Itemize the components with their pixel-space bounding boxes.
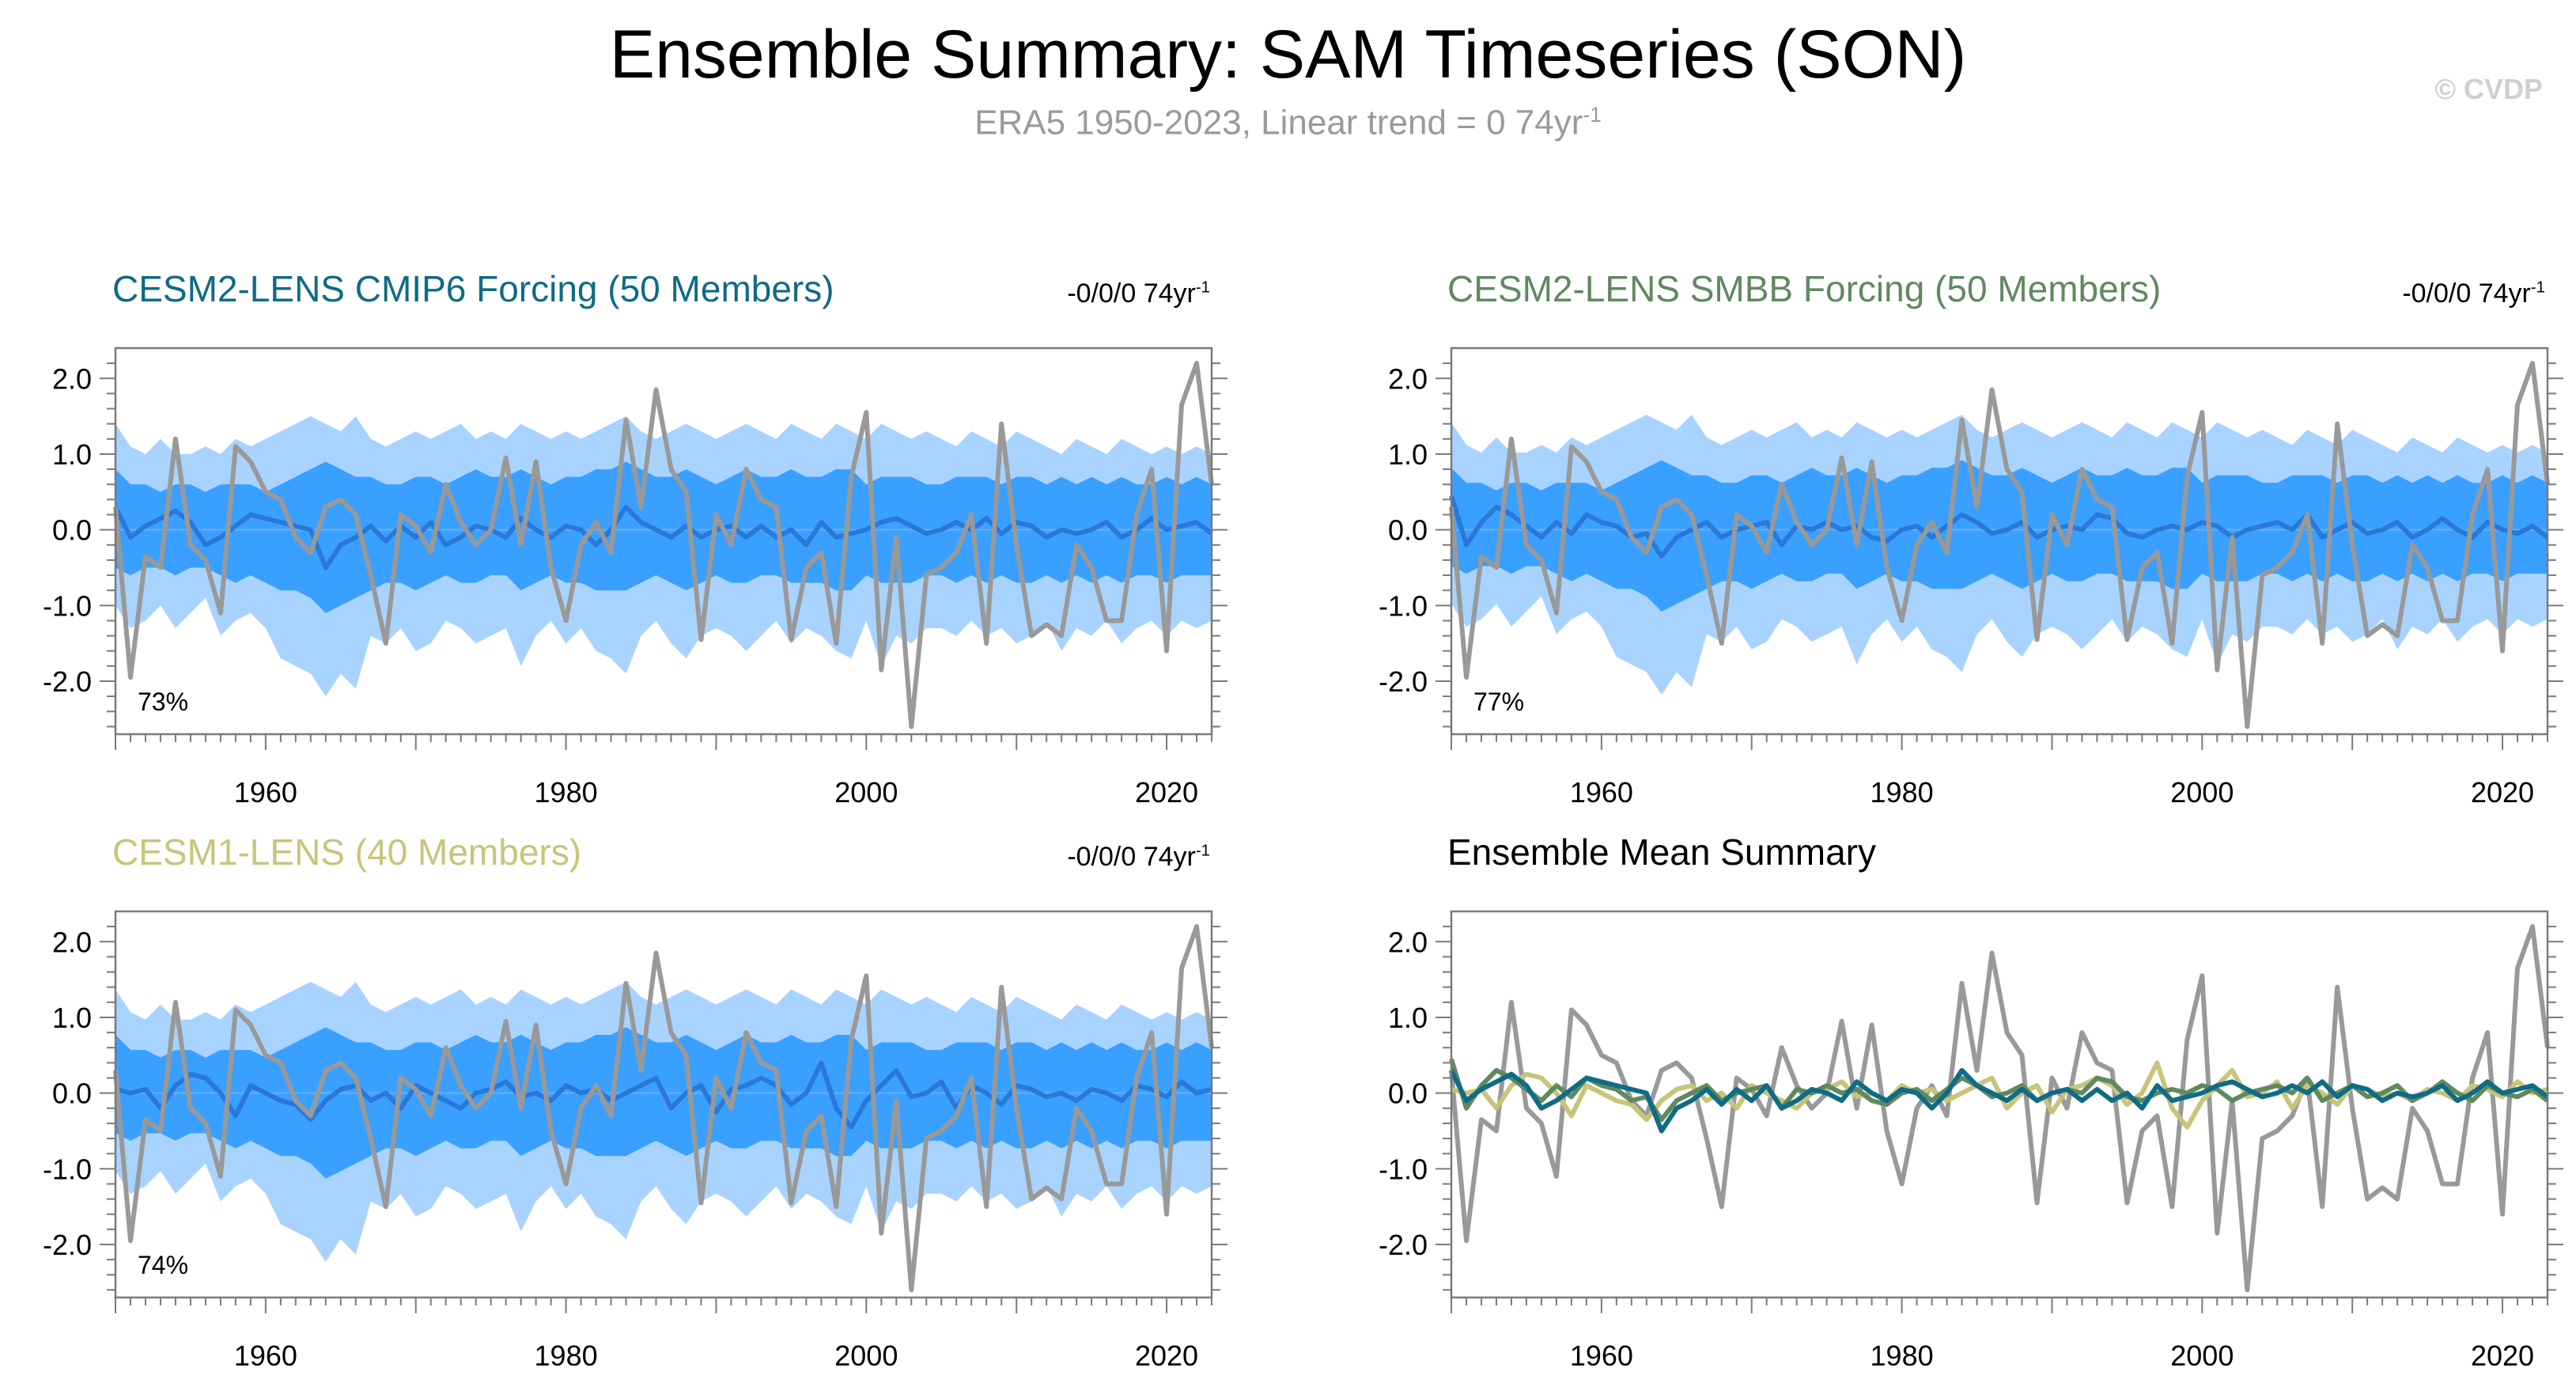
ensemble-mean-line (115, 1060, 1212, 1130)
x-tick-label: 2000 (834, 776, 898, 809)
cesm2-cmip6-mean-line (1449, 1067, 2549, 1134)
trend-exponent: -1 (2530, 278, 2545, 297)
panel-trend-cesm1: -0/0/0 74yr-1 (973, 842, 1210, 873)
y-tick-label: 2.0 (1388, 362, 1428, 395)
x-tick-label: 1980 (535, 776, 598, 809)
y-tick-label: -2.0 (43, 1229, 92, 1261)
trend-text: -0/0/0 74yr (2402, 278, 2531, 309)
y-tick-label: 0.0 (52, 1078, 92, 1110)
panel-title-ensemble-mean: Ensemble Mean Summary (1447, 831, 1876, 873)
panel-3: 2.0 1.0 0.0 -1.0 -2.0 1960 1980 2000 2020 (1379, 910, 2563, 1372)
x-tick-label: 2020 (1135, 776, 1198, 809)
panel-trend-cmip6: -0/0/0 74yr-1 (973, 278, 1210, 309)
x-tick-label: 2000 (834, 1339, 898, 1372)
chart-subtitle: ERA5 1950-2023, Linear trend = 0 74yr-1 (0, 103, 2576, 143)
x-tick-label: 1960 (1570, 776, 1633, 809)
y-tick-label: -1.0 (43, 1153, 92, 1185)
percent-within-spread: 74% (138, 1251, 188, 1279)
y-tick-label: 2.0 (52, 926, 92, 958)
panel-1: 77% 2.0 1.0 0.0 -1.0 -2.0 1960 1980 2000 2020 (1379, 347, 2563, 809)
observed-line (113, 924, 1214, 1293)
plot-frame (114, 347, 1213, 736)
x-tick-label: 2020 (2471, 776, 2534, 809)
y-tick-label: -1.0 (1379, 589, 1428, 622)
trend-exponent: -1 (1195, 842, 1210, 860)
spread-25-75-band (115, 1027, 1212, 1179)
trend-exponent: -1 (1195, 278, 1210, 297)
x-tick-label: 2000 (2170, 1339, 2234, 1372)
x-tick-label: 1980 (1871, 1339, 1934, 1372)
x-tick-label: 1980 (1871, 776, 1934, 809)
y-tick-label: -1.0 (1379, 1153, 1428, 1185)
trend-text: -0/0/0 74yr (1067, 278, 1196, 309)
panel-title-smbb: CESM2-LENS SMBB Forcing (50 Members) (1447, 268, 2162, 309)
y-tick-label: 0.0 (1388, 514, 1428, 547)
x-tick-label: 2020 (2471, 1339, 2534, 1372)
subtitle-exponent: -1 (1583, 103, 1602, 127)
y-tick-label: 1.0 (1388, 438, 1428, 471)
plot-frame (1450, 347, 2549, 736)
y-tick-label: 0.0 (52, 514, 92, 547)
plot-frame (1450, 910, 2549, 1299)
panel-title-cesm1: CESM1-LENS (40 Members) (112, 831, 582, 873)
y-tick-label: 0.0 (1388, 1078, 1428, 1110)
y-tick-label: -2.0 (43, 665, 92, 698)
x-tick-label: 1960 (234, 776, 297, 809)
observed-line (113, 361, 1214, 729)
trend-text: -0/0/0 74yr (1067, 842, 1196, 872)
spread-25-75-band (1451, 460, 2548, 612)
y-tick-label: 1.0 (52, 438, 92, 471)
subtitle-text: ERA5 1950-2023, Linear trend = 0 74yr (974, 103, 1583, 142)
x-tick-label: 2000 (2170, 776, 2234, 809)
y-tick-label: 2.0 (52, 362, 92, 395)
panel-title-cmip6: CESM2-LENS CMIP6 Forcing (50 Members) (112, 268, 834, 309)
credit-watermark: © CVDP (2434, 73, 2543, 105)
y-tick-label: 1.0 (1388, 1002, 1428, 1034)
plot-frame (114, 910, 1213, 1299)
x-tick-label: 1960 (1570, 1339, 1633, 1372)
chart-title: Ensemble Summary: SAM Timeseries (SON) (609, 17, 1967, 93)
y-tick-label: -1.0 (43, 589, 92, 622)
x-tick-label: 2020 (1135, 1339, 1198, 1372)
y-tick-label: 1.0 (52, 1002, 92, 1034)
y-tick-label: 2.0 (1388, 926, 1428, 958)
ensemble-mean-line (113, 504, 1213, 570)
y-tick-label: -2.0 (1379, 1229, 1428, 1261)
x-tick-label: 1980 (535, 1339, 598, 1372)
panel-2: 74% 2.0 1.0 0.0 -1.0 -2.0 1960 1980 2000 2020 (43, 910, 1227, 1372)
observed-line (1449, 361, 2550, 729)
y-tick-label: -2.0 (1379, 665, 1428, 698)
panel-0: 73% 2.0 1.0 0.0 -1.0 -2.0 1960 1980 2000 2020 (43, 347, 1227, 809)
spread-25-75-band (115, 461, 1212, 613)
observed-line (1449, 924, 2550, 1293)
percent-within-spread: 73% (138, 688, 188, 716)
percent-within-spread: 77% (1473, 688, 1524, 716)
x-tick-label: 1960 (234, 1339, 297, 1372)
panel-trend-smbb: -0/0/0 74yr-1 (2308, 278, 2545, 309)
